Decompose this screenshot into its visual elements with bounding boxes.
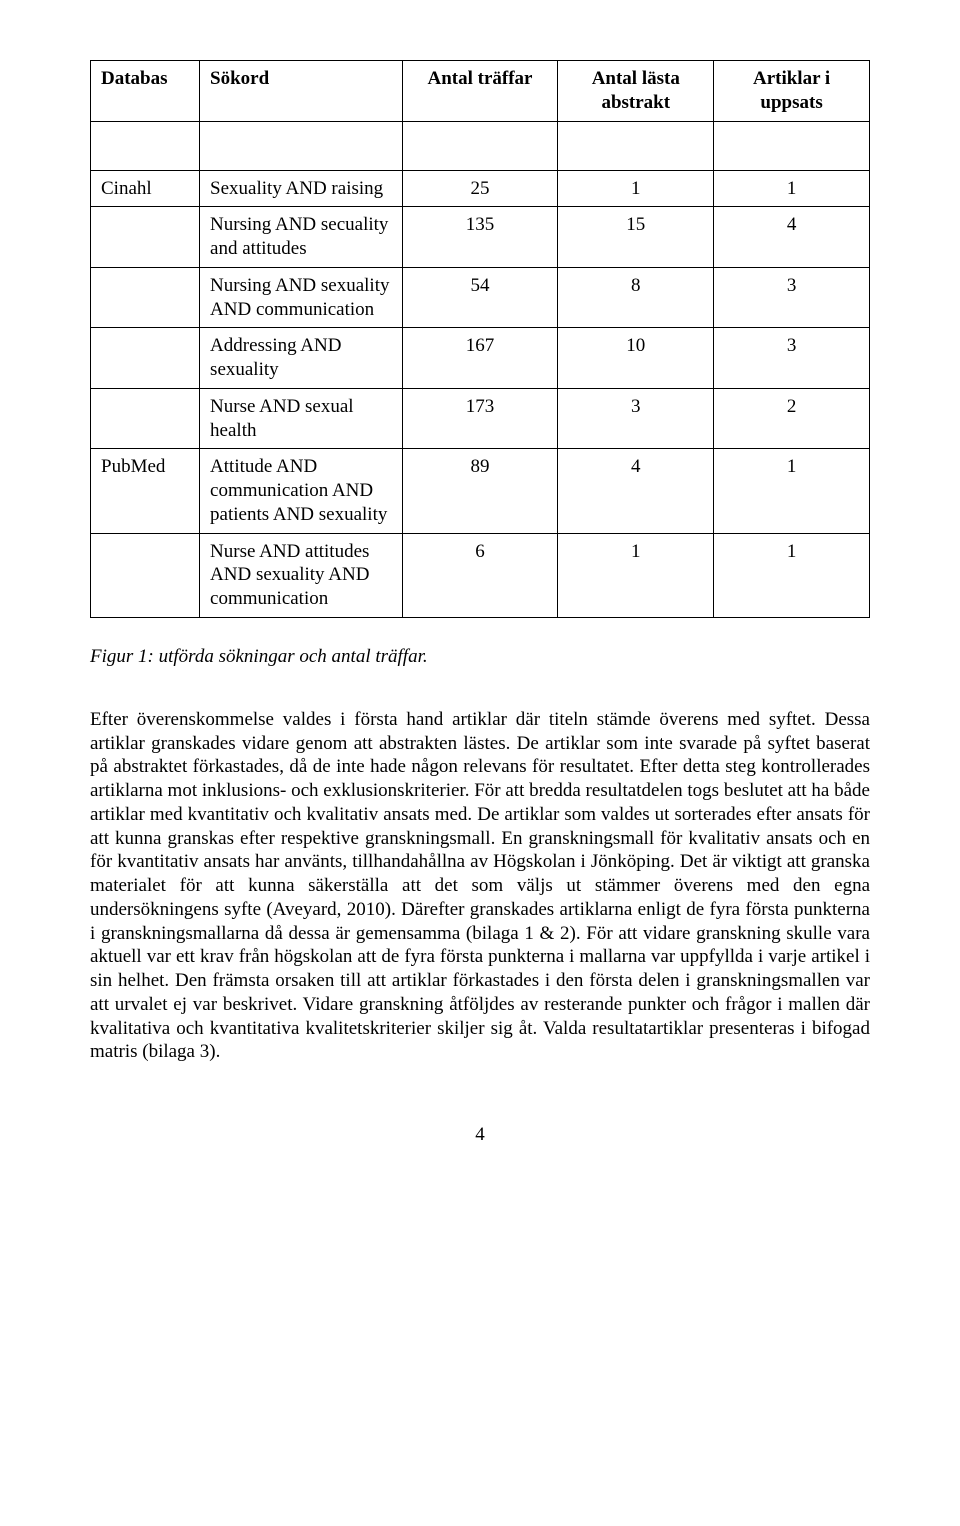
cell-kw: Nursing AND sexuality AND communication	[200, 267, 403, 328]
table-row: PubMed Attitude AND communication AND pa…	[91, 449, 870, 533]
cell-hits: 167	[402, 328, 558, 389]
cell-read: 10	[558, 328, 714, 389]
col-header-articles: Artiklar i uppsats	[714, 61, 870, 122]
cell-art: 1	[714, 533, 870, 617]
cell-kw: Nurse AND attitudes AND sexuality AND co…	[200, 533, 403, 617]
cell-read: 8	[558, 267, 714, 328]
cell-hits: 135	[402, 207, 558, 268]
col-header-keywords: Sökord	[200, 61, 403, 122]
cell-art: 2	[714, 388, 870, 449]
cell-db	[91, 388, 200, 449]
cell-kw: Addressing AND sexuality	[200, 328, 403, 389]
cell-db	[91, 267, 200, 328]
table-row: Cinahl Sexuality AND raising 25 1 1	[91, 170, 870, 207]
table-row: Nurse AND sexual health 173 3 2	[91, 388, 870, 449]
cell-db	[91, 533, 200, 617]
table-body: Cinahl Sexuality AND raising 25 1 1 Nurs…	[91, 121, 870, 617]
table-spacer-row	[91, 121, 870, 170]
col-header-read: Antal lästa abstrakt	[558, 61, 714, 122]
cell-read: 1	[558, 170, 714, 207]
cell-art: 1	[714, 449, 870, 533]
cell-art: 3	[714, 267, 870, 328]
cell-kw: Attitude AND communication AND patients …	[200, 449, 403, 533]
col-header-db: Databas	[91, 61, 200, 122]
cell-read: 15	[558, 207, 714, 268]
cell-db: PubMed	[91, 449, 200, 533]
body-paragraph: Efter överenskommelse valdes i första ha…	[90, 708, 870, 1064]
search-table: Databas Sökord Antal träffar Antal lästa…	[90, 60, 870, 618]
cell-kw: Nursing AND secuality and attitudes	[200, 207, 403, 268]
table-row: Addressing AND sexuality 167 10 3	[91, 328, 870, 389]
cell-art: 3	[714, 328, 870, 389]
table-header-row: Databas Sökord Antal träffar Antal lästa…	[91, 61, 870, 122]
cell-hits: 6	[402, 533, 558, 617]
cell-db	[91, 328, 200, 389]
col-header-hits: Antal träffar	[402, 61, 558, 122]
cell-db	[91, 207, 200, 268]
cell-read: 1	[558, 533, 714, 617]
cell-art: 1	[714, 170, 870, 207]
figure-caption: Figur 1: utförda sökningar och antal trä…	[90, 646, 870, 668]
cell-db: Cinahl	[91, 170, 200, 207]
page-number: 4	[90, 1124, 870, 1146]
cell-kw: Sexuality AND raising	[200, 170, 403, 207]
cell-art: 4	[714, 207, 870, 268]
cell-hits: 25	[402, 170, 558, 207]
table-row: Nursing AND sexuality AND communication …	[91, 267, 870, 328]
table-row: Nurse AND attitudes AND sexuality AND co…	[91, 533, 870, 617]
cell-hits: 173	[402, 388, 558, 449]
table-row: Nursing AND secuality and attitudes 135 …	[91, 207, 870, 268]
cell-hits: 89	[402, 449, 558, 533]
cell-read: 3	[558, 388, 714, 449]
cell-kw: Nurse AND sexual health	[200, 388, 403, 449]
cell-read: 4	[558, 449, 714, 533]
cell-hits: 54	[402, 267, 558, 328]
